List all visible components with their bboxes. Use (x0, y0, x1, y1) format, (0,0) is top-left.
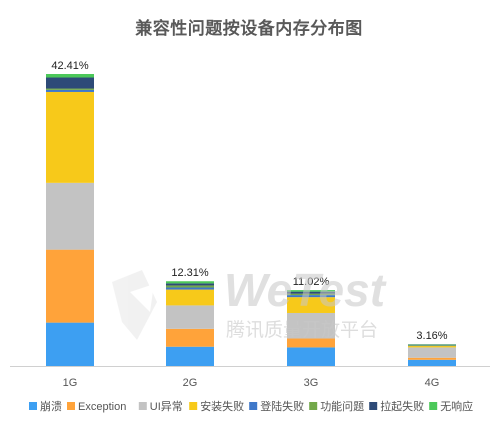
bar-segment-4G-s1 (408, 357, 456, 360)
legend-swatch-5 (309, 402, 318, 410)
bar-segment-1G-s6 (46, 77, 94, 89)
legend-item-1: Exception (67, 401, 126, 413)
legend-label-4: 登陆失败 (260, 399, 304, 413)
legend-swatch-6 (369, 402, 378, 410)
bar-segment-1G-s2 (46, 182, 94, 250)
legend-swatch-7 (429, 402, 438, 410)
bar-segment-1G-s0 (46, 322, 94, 366)
bar-segment-4G-s0 (408, 359, 456, 366)
bar-segment-1G-s5 (46, 88, 94, 90)
legend-item-6: 拉起失败 (369, 399, 424, 413)
bar-segment-4G-s2 (408, 347, 456, 358)
legend-label-6: 拉起失败 (380, 399, 424, 413)
bar-segment-3G-s5 (287, 293, 335, 296)
bar-segment-4G-s3 (408, 346, 456, 348)
bar-segment-1G-s7 (46, 74, 94, 78)
legend-swatch-2 (138, 402, 147, 410)
legend-label-1: Exception (78, 401, 126, 413)
legend-item-0: 崩溃 (29, 399, 62, 413)
legend-swatch-1 (67, 402, 75, 410)
bar-segment-3G-s3 (287, 297, 335, 313)
bar-segment-2G-s1 (166, 328, 214, 347)
legend-item-2: UI异常 (138, 400, 183, 413)
bar-segment-1G-s4 (46, 89, 94, 92)
legend-item-3: 安装失败 (189, 399, 244, 413)
total-label-3G: 11.02% (293, 276, 330, 288)
legend-label-5: 功能问题 (320, 399, 364, 413)
bar-segment-3G-s6 (287, 291, 335, 294)
bar-segment-1G-s1 (46, 249, 94, 323)
bar-segment-3G-s2 (287, 312, 335, 339)
legend-swatch-3 (189, 402, 198, 410)
x-tick-label-2G: 2G (183, 377, 198, 389)
bar-segment-2G-s3 (166, 289, 214, 306)
legend-item-7: 无响应 (429, 399, 473, 413)
bar-segment-2G-s4 (166, 287, 214, 290)
bar-segment-2G-s0 (166, 346, 214, 366)
legend-label-2: UI异常 (150, 400, 183, 413)
bar-segment-2G-s6 (166, 283, 214, 286)
bar-segment-4G-s5 (408, 344, 456, 346)
legend-swatch-0 (29, 402, 37, 410)
legend-label-7: 无响应 (440, 399, 473, 413)
bar-segment-2G-s2 (166, 305, 214, 329)
total-label-1G: 42.41% (51, 60, 89, 72)
legend-swatch-4 (249, 402, 258, 410)
legend-item-5: 功能问题 (309, 399, 364, 413)
bar-segment-3G-s4 (287, 295, 335, 298)
legend-item-4: 登陆失败 (249, 399, 304, 413)
total-label-2G: 12.31% (171, 267, 209, 279)
total-label-4G: 3.16% (416, 330, 447, 342)
x-tick-label-4G: 4G (425, 377, 440, 389)
bar-segment-3G-s1 (287, 338, 335, 348)
legend-label-0: 崩溃 (40, 399, 62, 413)
bar-segment-3G-s0 (287, 347, 335, 366)
bar-segment-2G-s5 (166, 285, 214, 288)
bar-segment-2G-s7 (166, 281, 214, 284)
chart-title: 兼容性问题按设备内存分布图 (135, 19, 363, 38)
bar-segment-3G-s7 (287, 290, 335, 292)
x-tick-label-1G: 1G (63, 377, 78, 389)
x-tick-label-3G: 3G (304, 377, 319, 389)
bar-segment-1G-s3 (46, 91, 94, 183)
legend-label-3: 安装失败 (200, 399, 244, 413)
